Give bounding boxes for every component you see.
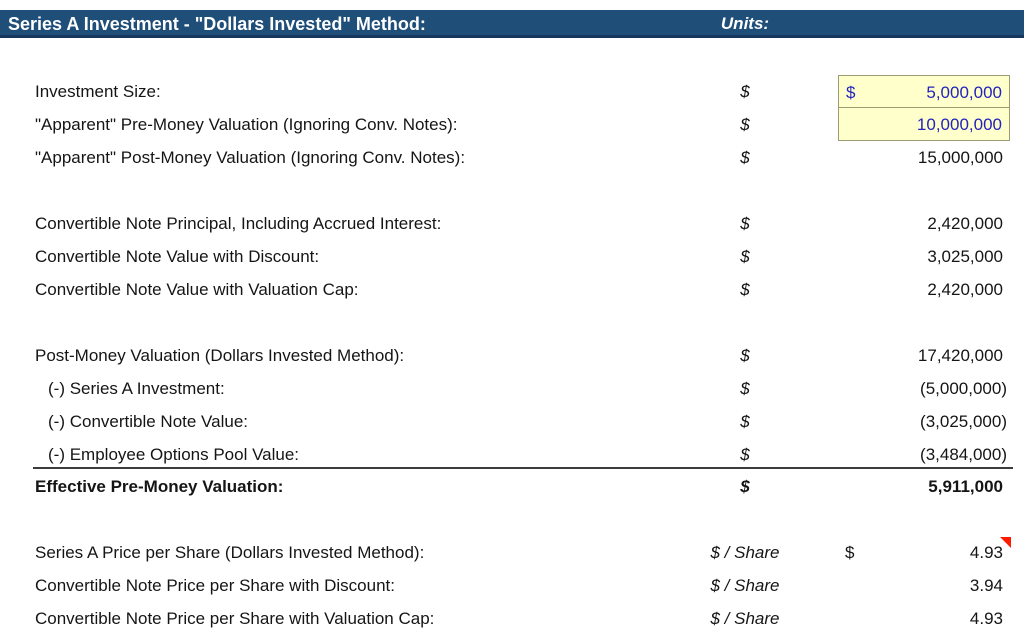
- cell-label: Investment Size:: [35, 82, 161, 101]
- section-title: Series A Investment - "Dollars Invested"…: [8, 14, 426, 34]
- row-apparent-pre-money: "Apparent" Pre-Money Valuation (Ignoring…: [0, 108, 1024, 141]
- cell-value-text: 2,420,000: [927, 280, 1003, 299]
- currency-symbol: $: [846, 83, 856, 102]
- row-less-series-a-investment: (-) Series A Investment: $ (5,000,000): [0, 372, 1024, 405]
- cell-label: Convertible Note Price per Share with Di…: [35, 576, 395, 595]
- cell-label: (-) Employee Options Pool Value:: [48, 445, 300, 464]
- cell-value-text: 4.93: [969, 609, 1003, 628]
- cell-label: Convertible Note Price per Share with Va…: [35, 609, 435, 628]
- row-less-employee-options-pool: (-) Employee Options Pool Value: $ (3,48…: [0, 438, 1024, 471]
- cell-label: "Apparent" Post-Money Valuation (Ignorin…: [35, 148, 466, 167]
- cell-label: Convertible Note Principal, Including Ac…: [35, 214, 442, 233]
- cell-label: "Apparent" Pre-Money Valuation (Ignoring…: [35, 115, 458, 134]
- row-investment-size: Investment Size: $ $5,000,000: [0, 75, 1024, 108]
- row-less-convertible-note-value: (-) Convertible Note Value: $ (3,025,000…: [0, 405, 1024, 438]
- cell-unit: $: [740, 148, 750, 167]
- cell-value: 17,420,000: [838, 339, 1010, 372]
- row-apparent-post-money: "Apparent" Post-Money Valuation (Ignorin…: [0, 141, 1024, 174]
- cell-unit: $: [740, 379, 750, 398]
- currency-symbol: $: [845, 543, 855, 562]
- row-note-price-cap: Convertible Note Price per Share with Va…: [0, 602, 1024, 635]
- row-series-a-price-per-share: Series A Price per Share (Dollars Invest…: [0, 536, 1024, 569]
- cell-unit: $: [740, 115, 750, 134]
- row-note-value-discount: Convertible Note Value with Discount: $ …: [0, 240, 1024, 273]
- cell-unit: $ / Share: [710, 576, 780, 595]
- cell-value-text: (5,000,000): [920, 379, 1007, 398]
- section-header-bar: Series A Investment - "Dollars Invested"…: [0, 10, 1024, 38]
- input-cell-investment-size[interactable]: $5,000,000: [838, 75, 1010, 108]
- cell-value: 5,000,000: [926, 83, 1002, 102]
- cell-value-text: 3,025,000: [927, 247, 1003, 266]
- cell-value-text: 5,911,000: [928, 477, 1003, 496]
- cell-value: (3,025,000): [838, 405, 1010, 438]
- cell-value: 2,420,000: [838, 207, 1010, 240]
- cell-label: (-) Convertible Note Value:: [48, 412, 248, 431]
- cell-value: (3,484,000): [838, 438, 1010, 471]
- cell-label: Post-Money Valuation (Dollars Invested M…: [35, 346, 405, 365]
- cell-value-text: 3.94: [969, 576, 1003, 595]
- cell-value: 10,000,000: [916, 115, 1002, 134]
- cell-value-text: 17,420,000: [917, 346, 1003, 365]
- cell-value: 3,025,000: [838, 240, 1010, 273]
- cell-value: 3.94: [838, 569, 1010, 602]
- cell-unit: $ / Share: [710, 609, 780, 628]
- units-column-header: Units:: [720, 14, 770, 33]
- cell-value: 5,911,000: [838, 470, 1010, 503]
- cell-unit: $: [740, 445, 750, 464]
- cell-unit: $: [740, 214, 750, 233]
- cell-value-text: (3,484,000): [920, 445, 1007, 464]
- cell-unit: $: [740, 280, 750, 299]
- cell-value: (5,000,000): [838, 372, 1010, 405]
- cell-unit: $: [740, 477, 750, 496]
- cell-unit: $: [740, 412, 750, 431]
- cell-value-text: 15,000,000: [917, 148, 1003, 167]
- cell-value: 4.93: [838, 602, 1010, 635]
- cell-label: Effective Pre-Money Valuation:: [35, 477, 284, 496]
- input-cell-pre-money-valuation[interactable]: 10,000,000: [838, 108, 1010, 141]
- total-separator-line: [33, 467, 1013, 469]
- cell-unit: $: [740, 82, 750, 101]
- cell-value-text: (3,025,000): [920, 412, 1007, 431]
- comment-indicator-icon[interactable]: [1000, 537, 1011, 548]
- cell-value: 15,000,000: [838, 141, 1010, 174]
- cell-unit: $: [740, 346, 750, 365]
- cell-unit: $: [740, 247, 750, 266]
- cell-label: Series A Price per Share (Dollars Invest…: [35, 543, 425, 562]
- cell-value: $4.93: [838, 536, 1011, 569]
- row-note-price-discount: Convertible Note Price per Share with Di…: [0, 569, 1024, 602]
- row-note-principal: Convertible Note Principal, Including Ac…: [0, 207, 1024, 240]
- cell-value-text: 4.93: [969, 543, 1003, 562]
- cell-value: 2,420,000: [838, 273, 1010, 306]
- row-effective-pre-money-valuation: Effective Pre-Money Valuation: $ 5,911,0…: [0, 470, 1024, 503]
- cell-label: (-) Series A Investment:: [48, 379, 225, 398]
- cell-value-text: 2,420,000: [927, 214, 1003, 233]
- row-post-money-valuation: Post-Money Valuation (Dollars Invested M…: [0, 339, 1024, 372]
- row-note-value-cap: Convertible Note Value with Valuation Ca…: [0, 273, 1024, 306]
- cell-label: Convertible Note Value with Valuation Ca…: [35, 280, 359, 299]
- cell-unit: $ / Share: [710, 543, 780, 562]
- cell-label: Convertible Note Value with Discount:: [35, 247, 320, 266]
